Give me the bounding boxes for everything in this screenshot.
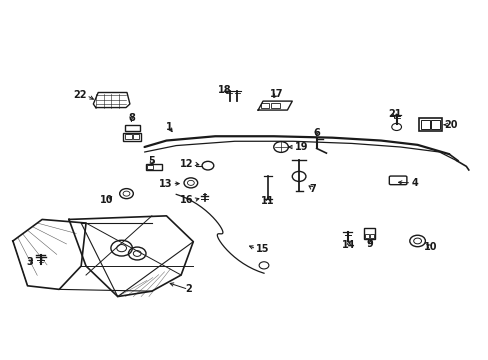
Text: 10: 10 [423, 242, 437, 252]
Text: 13: 13 [159, 179, 172, 189]
Text: 14: 14 [342, 239, 355, 249]
Text: 16: 16 [180, 195, 193, 205]
Text: 3: 3 [26, 257, 33, 267]
Text: 19: 19 [295, 142, 308, 152]
Text: 9: 9 [366, 239, 373, 249]
Text: 2: 2 [184, 284, 191, 294]
Text: 10: 10 [100, 195, 114, 205]
Text: 11: 11 [261, 196, 274, 206]
Text: 7: 7 [309, 184, 316, 194]
Text: 17: 17 [269, 89, 283, 99]
Text: 8: 8 [128, 113, 135, 123]
Text: 6: 6 [313, 128, 319, 138]
Text: 4: 4 [410, 178, 417, 188]
Text: 5: 5 [148, 156, 155, 166]
Text: 18: 18 [218, 85, 231, 95]
Text: 22: 22 [73, 90, 86, 100]
Text: 1: 1 [165, 122, 172, 132]
Text: 12: 12 [180, 158, 193, 168]
Text: 21: 21 [387, 109, 401, 119]
Text: 15: 15 [256, 244, 269, 254]
Text: 20: 20 [444, 120, 457, 130]
